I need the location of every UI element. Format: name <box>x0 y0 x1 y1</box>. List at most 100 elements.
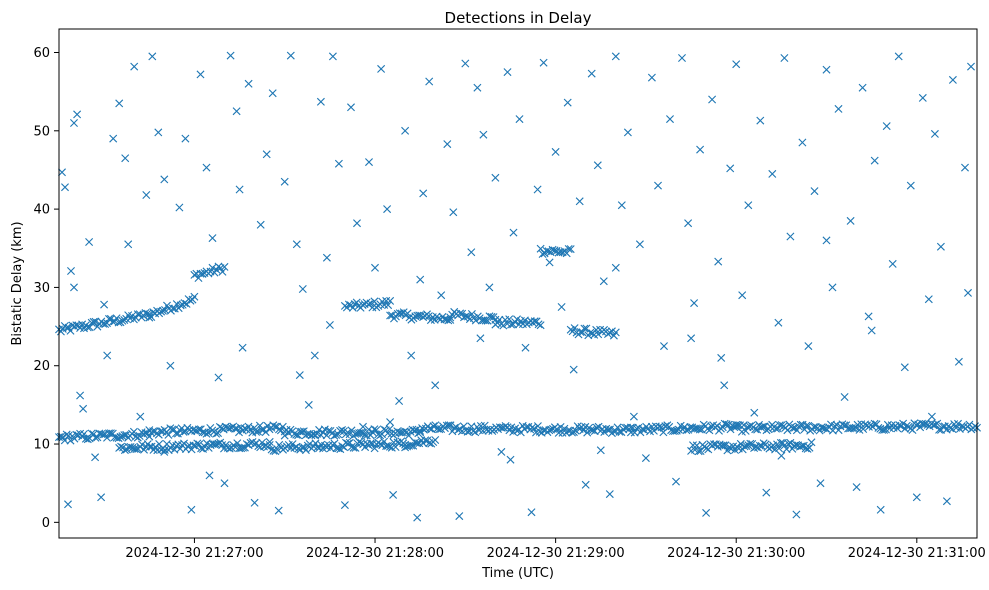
detection-point <box>124 240 133 249</box>
detection-point <box>73 110 82 119</box>
detection-point <box>250 498 259 507</box>
detection-point <box>254 427 262 436</box>
detection-point <box>401 126 410 135</box>
y-tick-label: 50 <box>33 124 50 139</box>
detection-point <box>948 75 957 84</box>
detection-point <box>738 291 747 300</box>
detection-point <box>70 283 78 292</box>
detection-point <box>550 246 559 255</box>
detection-point <box>690 299 699 308</box>
detection-point <box>126 443 135 451</box>
detection-point <box>316 97 325 106</box>
detection-point <box>615 427 624 436</box>
x-axis-label: Time (UTC) <box>481 566 554 581</box>
detection-point <box>736 439 745 448</box>
detection-point <box>467 310 476 318</box>
detection-point <box>91 317 100 326</box>
detection-point <box>521 343 530 352</box>
detection-point <box>220 479 229 488</box>
detection-point <box>527 508 536 517</box>
detection-point <box>244 79 253 88</box>
detection-point <box>536 321 545 330</box>
detection-point <box>257 425 266 434</box>
detection-point <box>449 208 458 217</box>
x-tick-label: 2024-12-30 21:30:00 <box>667 546 805 561</box>
detection-point <box>395 397 404 405</box>
detection-point <box>109 134 118 143</box>
detection-point <box>954 419 962 428</box>
detection-point <box>807 438 816 447</box>
detection-point <box>581 480 590 489</box>
detection-point <box>187 505 196 514</box>
detection-point <box>545 258 554 267</box>
detection-point <box>324 426 333 435</box>
detection-point <box>774 318 783 327</box>
detection-point <box>214 429 222 438</box>
detection-point <box>384 301 393 310</box>
detection-point <box>154 128 163 137</box>
detection-point <box>280 177 289 186</box>
detection-point <box>786 232 795 241</box>
detection-point <box>129 427 138 436</box>
detection-point <box>924 295 933 304</box>
detection-point <box>564 245 573 253</box>
detection-point <box>858 83 867 92</box>
detection-point <box>175 203 184 212</box>
detection-point <box>274 506 283 515</box>
detection-point <box>588 426 597 435</box>
detection-point <box>593 161 602 170</box>
detection-point <box>310 351 319 360</box>
detection-point <box>530 317 539 326</box>
detection-point <box>666 115 674 124</box>
detection-point <box>552 425 561 434</box>
detection-point <box>62 430 71 439</box>
detection-point <box>864 312 873 321</box>
detection-point <box>846 216 855 225</box>
detection-point <box>105 314 113 323</box>
detection-point <box>822 236 831 245</box>
detection-point <box>265 437 274 446</box>
detection-point <box>539 426 548 435</box>
detection-point <box>479 130 488 139</box>
detection-point <box>360 431 369 440</box>
detection-point <box>190 292 199 301</box>
detection-point <box>816 479 825 488</box>
detection-point <box>933 419 942 428</box>
detection-point <box>190 270 199 279</box>
detection-point <box>261 428 270 437</box>
detection-point <box>386 418 395 427</box>
detection-point <box>100 300 109 309</box>
detection-point <box>840 393 849 401</box>
detection-point <box>115 99 124 108</box>
detection-point <box>159 306 167 315</box>
detection-point <box>775 444 783 453</box>
detection-point <box>762 488 771 497</box>
x-tick-label: 2024-12-30 21:31:00 <box>848 546 986 561</box>
chart-title: Detections in Delay <box>445 9 592 27</box>
detection-point <box>894 52 903 61</box>
detection-point <box>444 421 453 430</box>
detection-point <box>473 83 482 92</box>
detection-point <box>429 422 438 431</box>
detection-point <box>342 438 350 447</box>
detection-point <box>789 424 798 433</box>
detection-point <box>900 363 909 372</box>
detection-point <box>202 163 211 172</box>
detection-point <box>580 324 589 333</box>
detection-point <box>471 316 480 325</box>
detection-point <box>195 440 204 449</box>
detection-point <box>208 263 217 272</box>
detection-point <box>967 62 975 71</box>
detection-point <box>569 365 578 374</box>
detection-point <box>515 115 524 124</box>
detection-point <box>687 334 696 343</box>
detection-point <box>629 412 638 421</box>
detection-point <box>348 303 357 312</box>
detection-point <box>802 421 811 430</box>
detection-point <box>874 423 883 432</box>
y-tick-label: 0 <box>42 516 50 531</box>
detection-point <box>530 424 539 433</box>
detection-point <box>298 285 307 293</box>
detection-point <box>534 320 543 329</box>
